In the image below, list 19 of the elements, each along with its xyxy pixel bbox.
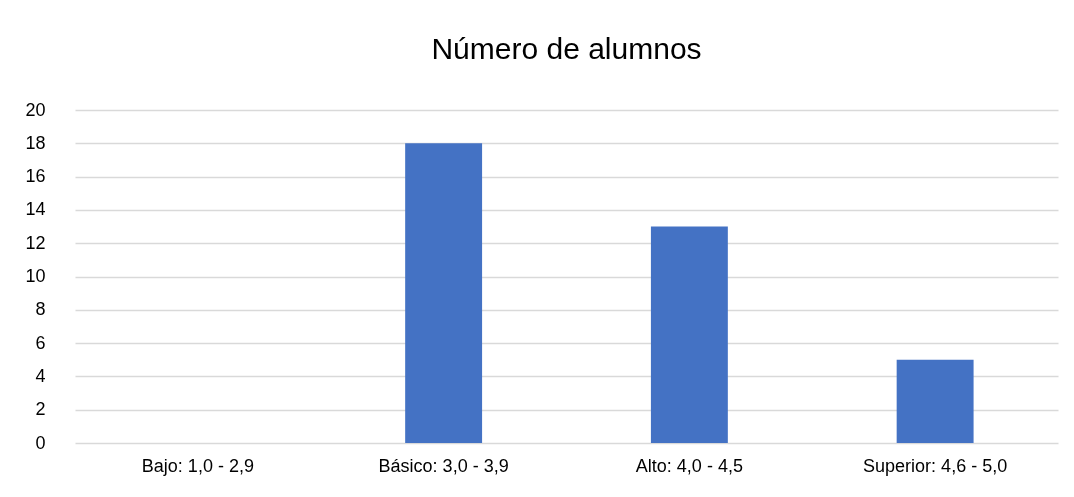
y-tick-label: 16	[25, 166, 46, 187]
y-tick-label: 6	[35, 332, 46, 353]
bar	[650, 226, 728, 443]
y-tick-label: 0	[35, 432, 46, 453]
bar	[405, 143, 483, 443]
x-tick-label: Superior: 4,6 - 5,0	[863, 455, 1008, 476]
y-tick-label: 18	[25, 132, 46, 153]
y-tick-label: 4	[35, 365, 46, 386]
y-tick-label: 2	[35, 399, 46, 420]
bar	[896, 359, 974, 443]
x-tick-label: Alto: 4,0 - 4,5	[635, 455, 743, 476]
y-tick-label: 14	[25, 199, 46, 220]
y-tick-label: 10	[25, 266, 46, 286]
chart-title: Número de alumnos	[431, 32, 702, 65]
x-tick-label: Básico: 3,0 - 3,9	[378, 455, 509, 476]
x-tick-label: Bajo: 1,0 - 2,9	[141, 455, 254, 476]
y-tick-label: 20	[25, 99, 46, 120]
y-tick-label: 12	[25, 232, 46, 253]
y-tick-label: 8	[35, 299, 46, 320]
